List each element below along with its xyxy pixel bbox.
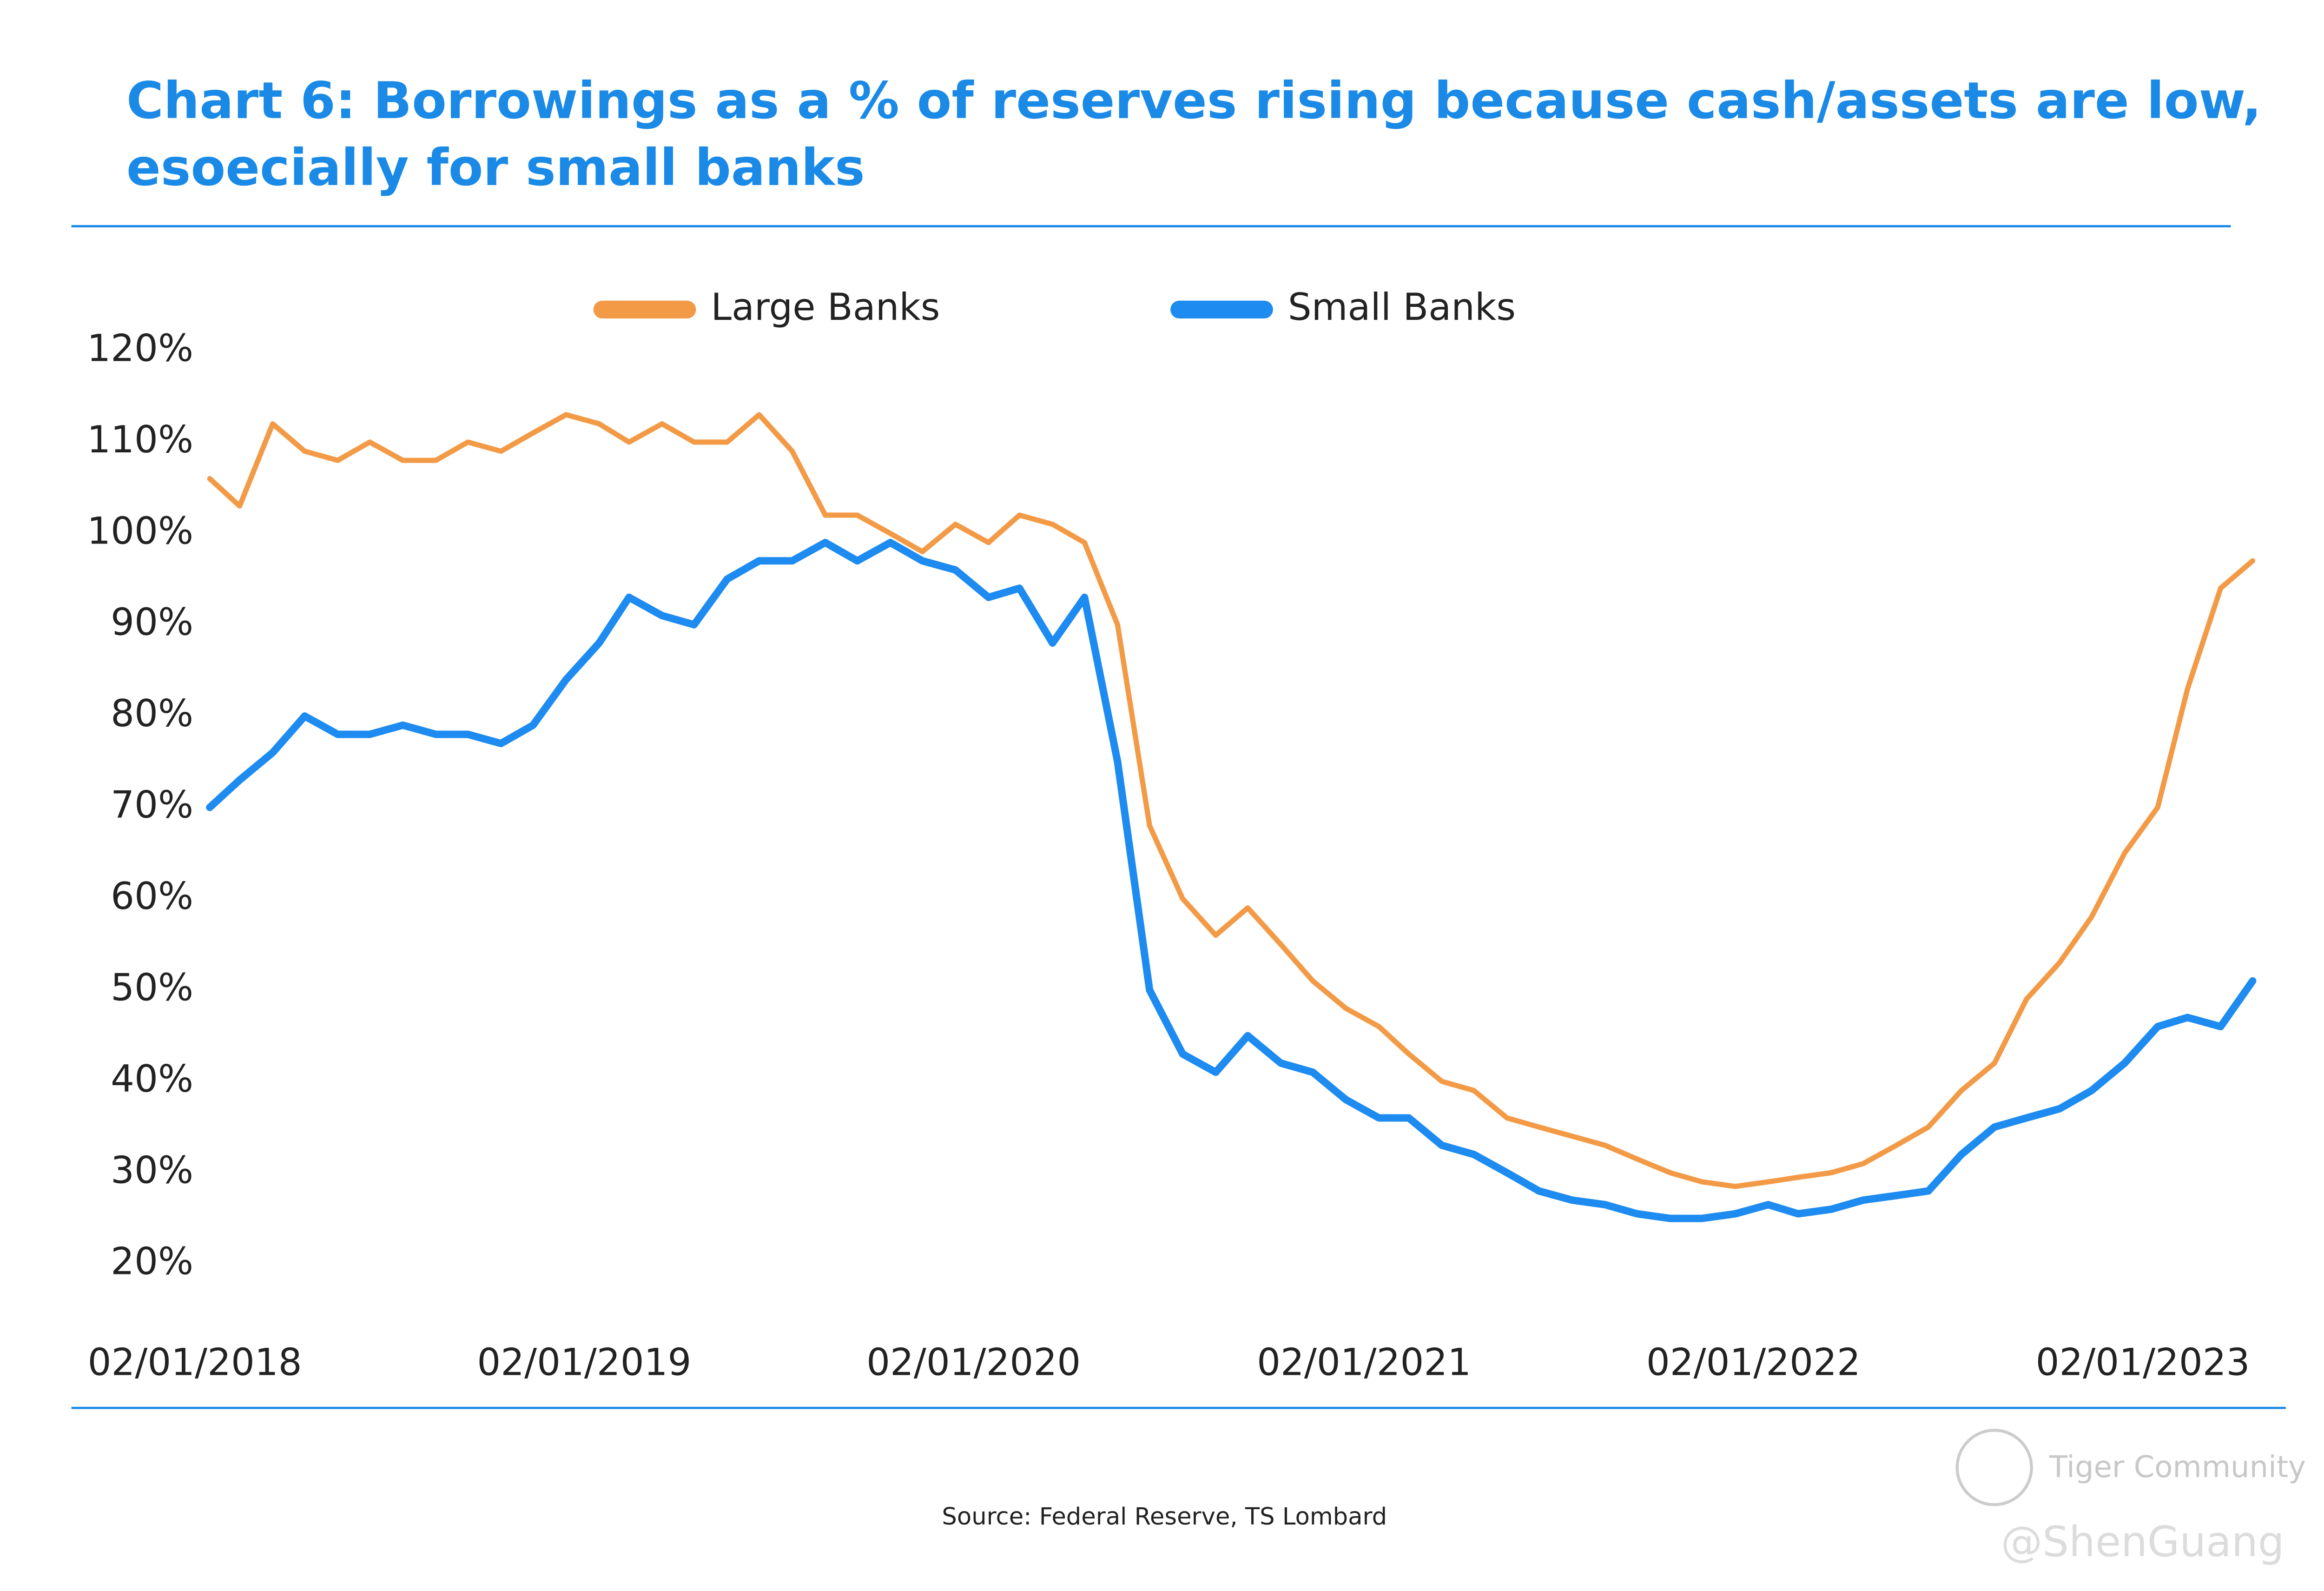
- x-tick-label: 02/01/2019: [477, 1340, 691, 1384]
- y-tick-label: 70%: [111, 783, 193, 827]
- y-tick-label: 40%: [111, 1057, 193, 1100]
- series-line: [207, 412, 2256, 1189]
- y-tick-label: 20%: [111, 1240, 193, 1283]
- y-tick-label: 30%: [111, 1148, 193, 1192]
- x-tick-label: 02/01/2022: [1646, 1340, 1861, 1384]
- y-tick-label: 60%: [111, 875, 193, 918]
- watermark: Tiger Community: [2049, 1450, 2306, 1485]
- series-line: [206, 538, 2257, 1222]
- x-tick-label: 02/01/2018: [88, 1340, 302, 1384]
- legend-label: Small Banks: [1288, 285, 1516, 329]
- y-tick-label: 80%: [111, 692, 193, 735]
- x-tick-label: 02/01/2020: [866, 1340, 1081, 1384]
- y-tick-label: 50%: [111, 966, 193, 1009]
- chart-title: Chart 6: Borrowings as a % of reserves r…: [126, 71, 2261, 130]
- x-tick-label: 02/01/2023: [2036, 1340, 2250, 1384]
- y-tick-label: 90%: [111, 601, 193, 644]
- y-tick-label: 120%: [87, 326, 193, 370]
- source: Source: Federal Reserve, TS Lombard: [942, 1503, 1387, 1531]
- legend-label: Large Banks: [711, 285, 940, 329]
- x-tick-label: 02/01/2021: [1257, 1340, 1471, 1384]
- chart-title: esoecially for small banks: [126, 138, 865, 197]
- watermark: @ShenGuang: [2001, 1518, 2284, 1566]
- y-tick-label: 110%: [87, 418, 193, 461]
- watermark-logo: [1955, 1429, 2033, 1506]
- y-tick-label: 100%: [87, 509, 193, 552]
